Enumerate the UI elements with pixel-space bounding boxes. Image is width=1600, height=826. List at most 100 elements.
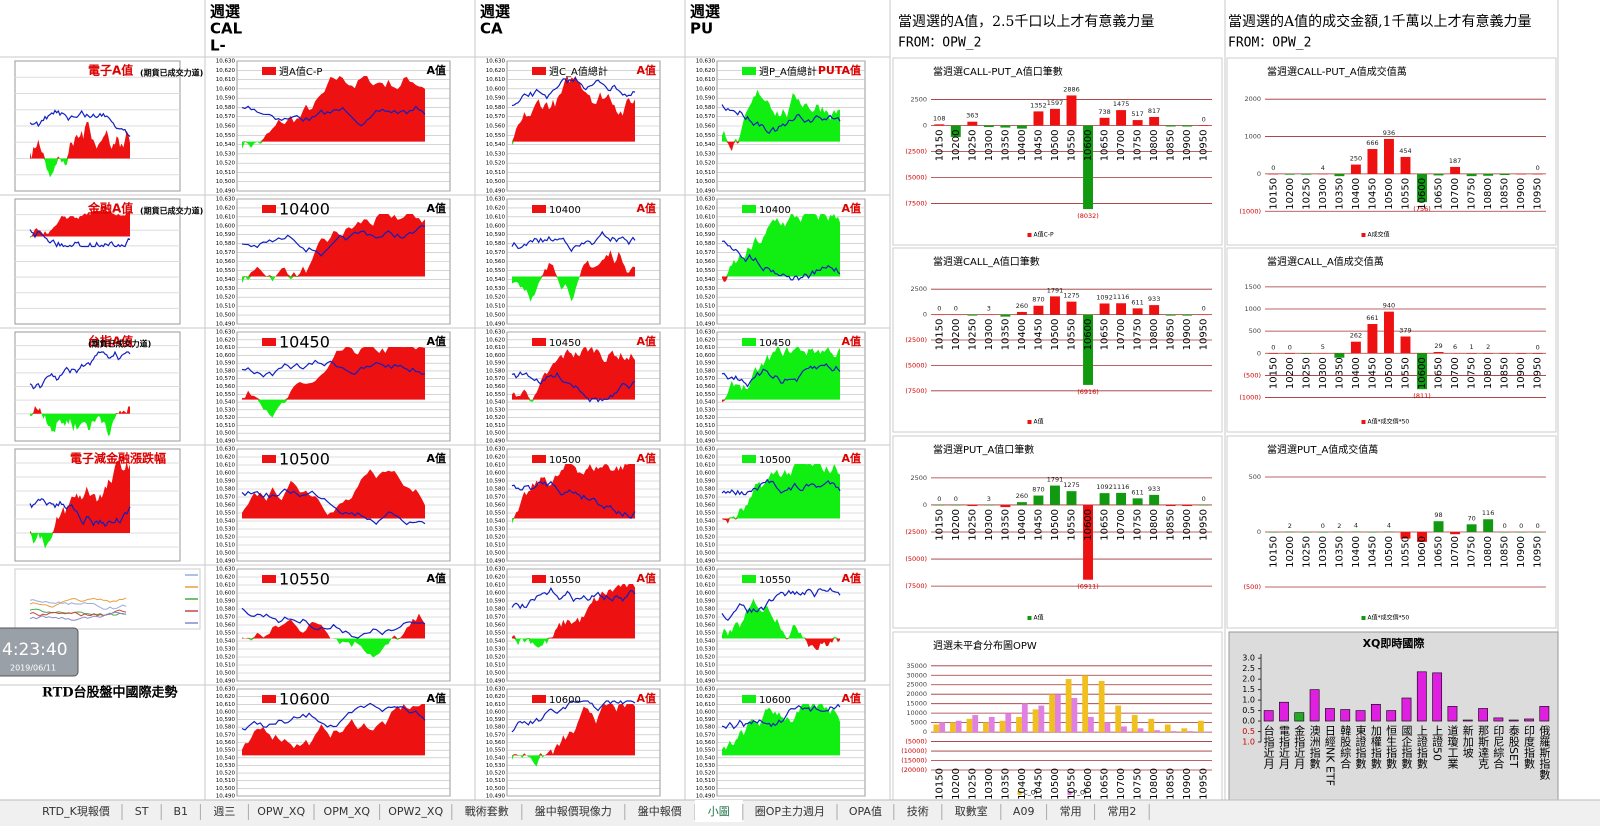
value-label: 933 bbox=[1148, 295, 1160, 303]
tab[interactable]: OPM_XQ bbox=[324, 804, 381, 820]
tab-label[interactable]: 常用 bbox=[1060, 805, 1082, 818]
chart-title: 當週選PUT_A值成交值萬 bbox=[1267, 443, 1378, 456]
tab[interactable]: 取數室 bbox=[955, 804, 1002, 820]
y-tick-label: 0.5 bbox=[1242, 706, 1255, 715]
y-tick-label: 1.0 bbox=[1242, 696, 1255, 705]
area bbox=[242, 613, 425, 639]
bar bbox=[1149, 305, 1160, 315]
x-tick-label: 10300 bbox=[984, 509, 995, 541]
tab[interactable]: 圈OP主力週月 bbox=[755, 804, 838, 820]
tab-label[interactable]: OPA值 bbox=[849, 805, 882, 818]
bar bbox=[1148, 718, 1155, 733]
x-tick-label: 10850 bbox=[1166, 768, 1177, 800]
tab[interactable]: 小圖 bbox=[694, 800, 744, 822]
bar bbox=[1165, 504, 1176, 507]
tab-label[interactable]: 技術 bbox=[907, 805, 929, 818]
note-title: 當週選的A值，2.5千口以上才有意義力量 bbox=[898, 13, 1154, 30]
tab-label[interactable]: OPW_XQ bbox=[257, 805, 305, 818]
tab-label[interactable]: 戰術套數 bbox=[465, 805, 509, 818]
bar bbox=[1049, 694, 1055, 733]
y-tick-label: 10,550 bbox=[486, 268, 506, 274]
bar bbox=[1466, 173, 1477, 177]
x-tick-label: 10750 bbox=[1133, 509, 1144, 541]
y-tick-label: 10,590 bbox=[486, 361, 506, 367]
y-tick-label: 10,590 bbox=[216, 717, 236, 723]
y-tick-label: 10,500 bbox=[216, 671, 236, 677]
tab-label[interactable]: B1 bbox=[174, 805, 189, 818]
value-label: 2 bbox=[1288, 522, 1292, 530]
x-tick-label: 10900 bbox=[1516, 178, 1527, 210]
bar bbox=[1416, 671, 1427, 722]
x-tick-label: 電指近月 bbox=[1277, 725, 1290, 769]
area bbox=[242, 638, 425, 658]
y-tick-label: 10,620 bbox=[216, 337, 236, 343]
y-tick-label: 10,610 bbox=[216, 214, 236, 220]
y-tick-label: 10,620 bbox=[216, 575, 236, 581]
tab[interactable]: 常用2 bbox=[1107, 804, 1150, 820]
bar bbox=[1182, 504, 1193, 507]
y-tick-label: 10,490 bbox=[486, 679, 506, 685]
y-tick-label: 10,570 bbox=[486, 376, 506, 382]
tab[interactable]: 常用 bbox=[1060, 804, 1096, 820]
bar bbox=[1132, 308, 1143, 315]
tab[interactable]: 技術 bbox=[907, 804, 943, 820]
clock-time: 4:23:40 bbox=[2, 640, 68, 660]
value-label: 1 bbox=[1470, 343, 1474, 351]
tab-label[interactable]: 週三 bbox=[213, 805, 235, 818]
legend-swatch bbox=[532, 575, 546, 583]
bar bbox=[983, 722, 989, 733]
y-tick-label: 10,610 bbox=[486, 463, 506, 469]
tab-label[interactable]: 常用2 bbox=[1107, 805, 1136, 818]
tab-label[interactable]: OPM_XQ bbox=[324, 805, 371, 818]
tab[interactable]: OPA值 bbox=[849, 804, 895, 820]
tab-label[interactable]: 取數室 bbox=[955, 804, 988, 818]
tab[interactable]: ST bbox=[135, 804, 162, 820]
tab-label[interactable]: A09 bbox=[1013, 805, 1035, 818]
line bbox=[511, 587, 636, 610]
y-tick-label: 10,590 bbox=[216, 361, 236, 367]
value-label: 611 bbox=[1131, 298, 1143, 306]
tab[interactable]: 盤中報價現像力 bbox=[535, 804, 626, 820]
x-tick-label: 10200 bbox=[951, 319, 962, 351]
tab-label[interactable]: OPW2_XQ bbox=[388, 805, 443, 818]
bar bbox=[1071, 698, 1078, 733]
tab[interactable]: RTD_K現報價 bbox=[42, 804, 123, 820]
bar bbox=[1016, 716, 1022, 733]
tab-label[interactable]: 圈OP主力週月 bbox=[755, 805, 825, 818]
tab[interactable]: B1 bbox=[174, 804, 201, 820]
y-tick-label: 10,600 bbox=[216, 591, 236, 597]
line bbox=[241, 105, 426, 127]
x-tick-label: 10150 bbox=[934, 768, 945, 800]
y-tick-label: 10,500 bbox=[486, 179, 506, 185]
tab[interactable]: OPW_XQ bbox=[257, 804, 315, 820]
y-tick-label: 10,610 bbox=[216, 583, 236, 589]
bar bbox=[1334, 531, 1345, 533]
tab-label[interactable]: 小圖 bbox=[708, 805, 730, 818]
line bbox=[241, 359, 426, 378]
y-tick-label: 10,590 bbox=[696, 232, 716, 238]
y-tick-label: 10,550 bbox=[216, 631, 236, 637]
y-tick-label: 10,540 bbox=[486, 519, 506, 525]
y-tick-label: 10,510 bbox=[696, 170, 716, 176]
y-tick-label: 10,530 bbox=[486, 527, 506, 533]
bar bbox=[1284, 353, 1295, 354]
tab-label[interactable]: 盤中報價現像力 bbox=[535, 804, 612, 818]
tab[interactable]: 戰術套數 bbox=[465, 804, 523, 820]
legend-label: 10450 bbox=[759, 338, 791, 349]
y-tick-label: 10,580 bbox=[216, 725, 236, 731]
legend-swatch bbox=[532, 205, 546, 213]
tab-label[interactable]: RTD_K現報價 bbox=[42, 804, 110, 818]
y-tick-label: 10,580 bbox=[696, 607, 716, 613]
y-tick-label: 10,530 bbox=[216, 647, 236, 653]
y-tick-label: 10,520 bbox=[486, 655, 506, 661]
line bbox=[721, 587, 841, 621]
tab-label[interactable]: ST bbox=[135, 805, 149, 818]
value-label: 870 bbox=[1032, 486, 1044, 494]
tab[interactable]: 週三 bbox=[213, 804, 249, 820]
tab-label[interactable]: 盤中報價 bbox=[638, 804, 682, 818]
x-tick-label: 印尼綜合 bbox=[1492, 725, 1505, 769]
tab[interactable]: OPW2_XQ bbox=[388, 804, 453, 820]
tab[interactable]: A09 bbox=[1013, 804, 1048, 820]
y-tick-label: 1000 bbox=[1244, 133, 1261, 141]
value-label: 0 bbox=[1202, 305, 1206, 313]
